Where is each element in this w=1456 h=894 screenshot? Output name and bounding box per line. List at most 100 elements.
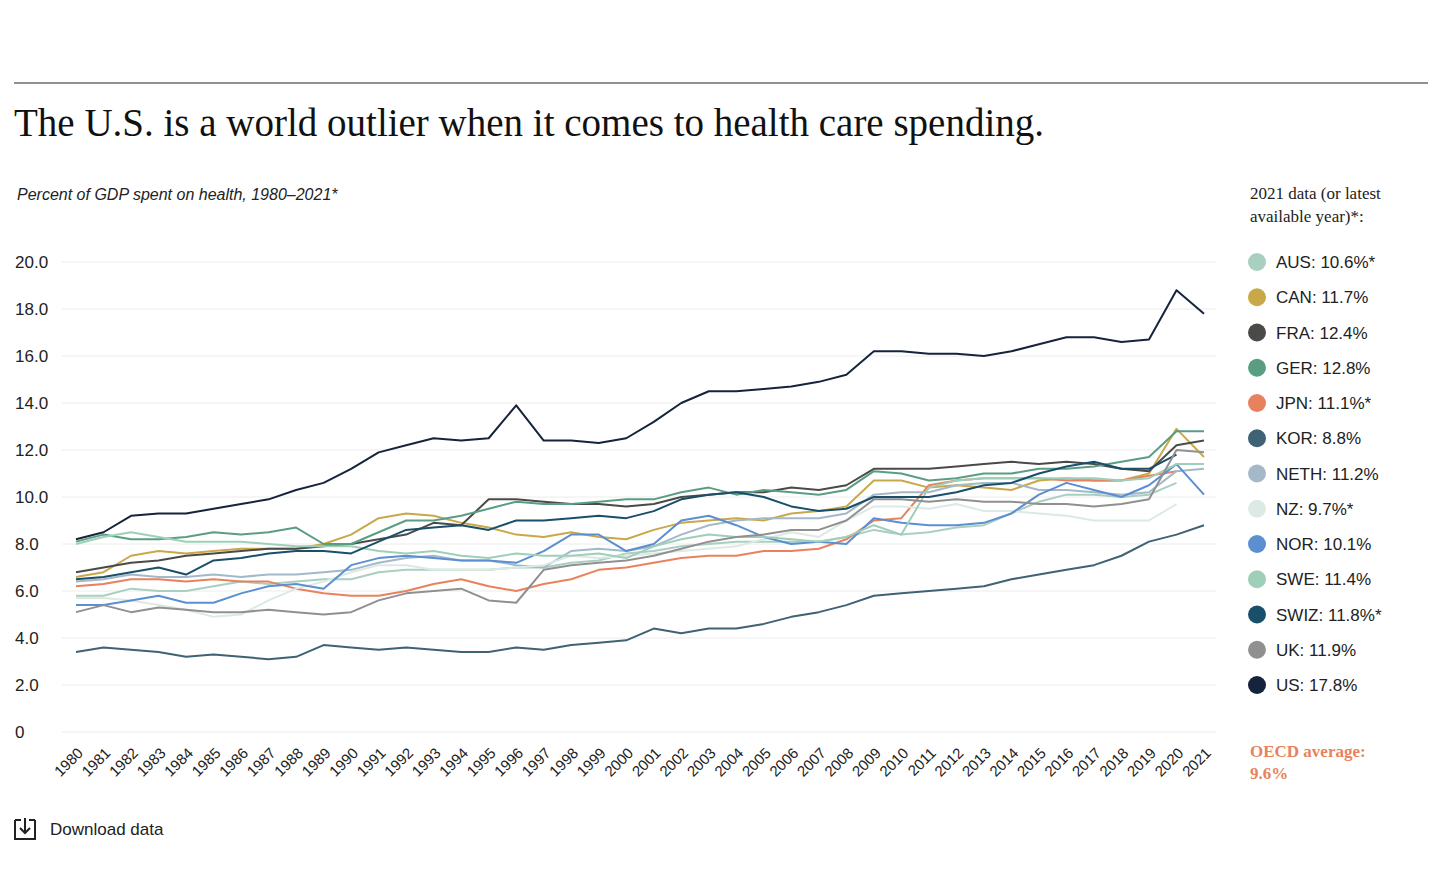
legend-swatch xyxy=(1248,359,1266,377)
x-tick xyxy=(296,740,297,744)
x-tick xyxy=(901,740,902,744)
x-tick xyxy=(433,740,434,744)
series-line xyxy=(76,450,1204,615)
grid-line xyxy=(62,732,1216,733)
x-tick xyxy=(323,740,324,744)
x-tick-label: 2015 xyxy=(1013,744,1049,780)
x-tick-label: 2000 xyxy=(601,744,637,780)
x-tick-label: 2019 xyxy=(1123,744,1159,780)
x-tick xyxy=(873,740,874,744)
grid-line xyxy=(62,262,1216,263)
grid-line xyxy=(62,309,1216,310)
x-tick xyxy=(1093,740,1094,744)
x-tick-label: 1988 xyxy=(271,744,307,780)
x-tick xyxy=(351,740,352,744)
legend-label: NOR: 10.1% xyxy=(1276,535,1371,554)
legend-swatch xyxy=(1248,253,1266,271)
x-tick-label: 2020 xyxy=(1151,744,1187,780)
x-tick-label: 1980 xyxy=(51,744,87,780)
annotation: OECD average: xyxy=(1250,742,1366,761)
y-tick-label: 14.0 xyxy=(15,394,48,413)
legend-swatch xyxy=(1248,535,1266,553)
x-tick-label: 1987 xyxy=(243,744,279,780)
x-tick-label: 2012 xyxy=(931,744,967,780)
x-tick-label: 2006 xyxy=(766,744,802,780)
legend-title: available year)*: xyxy=(1250,207,1364,226)
x-tick-label: 2007 xyxy=(793,744,829,780)
x-tick-label: 2013 xyxy=(958,744,994,780)
y-tick-label: 12.0 xyxy=(15,441,48,460)
series-line xyxy=(76,441,1204,573)
download-label[interactable]: Download data xyxy=(50,820,164,839)
legend-swatch xyxy=(1248,394,1266,412)
x-tick-label: 1998 xyxy=(546,744,582,780)
legend-swatch xyxy=(1248,288,1266,306)
x-tick xyxy=(241,740,242,744)
legend-swatch xyxy=(1248,606,1266,624)
legend-label: US: 17.8% xyxy=(1276,676,1357,695)
x-tick-label: 1986 xyxy=(216,744,252,780)
annotation: 9.6% xyxy=(1250,764,1288,783)
y-tick-label: 2.0 xyxy=(15,676,39,695)
legend-label: KOR: 8.8% xyxy=(1276,429,1361,448)
title: The U.S. is a world outlier when it come… xyxy=(14,101,1044,145)
x-tick-label: 2003 xyxy=(683,744,719,780)
x-tick xyxy=(76,740,77,744)
x-tick-label: 2009 xyxy=(848,744,884,780)
x-tick-label: 1983 xyxy=(133,744,169,780)
legend-label: SWE: 11.4% xyxy=(1276,570,1371,589)
legend-swatch xyxy=(1248,429,1266,447)
x-tick-label: 2010 xyxy=(876,744,912,780)
x-tick xyxy=(791,740,792,744)
x-tick-label: 2021 xyxy=(1179,744,1215,780)
x-tick-label: 1994 xyxy=(436,744,472,780)
x-tick-label: 2014 xyxy=(986,744,1022,780)
x-tick xyxy=(1038,740,1039,744)
y-tick-label: 20.0 xyxy=(15,253,48,272)
y-tick-label: 0 xyxy=(15,723,24,742)
x-tick-label: 2008 xyxy=(821,744,857,780)
x-tick-label: 1993 xyxy=(408,744,444,780)
x-tick xyxy=(1176,740,1177,744)
x-tick xyxy=(846,740,847,744)
chart: The U.S. is a world outlier when it come… xyxy=(0,0,1456,894)
x-tick xyxy=(213,740,214,744)
legend-swatch xyxy=(1248,676,1266,694)
plot-area xyxy=(76,290,1204,659)
x-tick-label: 1982 xyxy=(106,744,142,780)
x-tick xyxy=(103,740,104,744)
x-tick xyxy=(983,740,984,744)
x-tick xyxy=(626,740,627,744)
x-tick xyxy=(736,740,737,744)
x-tick-label: 1992 xyxy=(381,744,417,780)
x-tick-label: 2011 xyxy=(904,744,939,779)
x-tick-label: 1999 xyxy=(573,744,609,780)
legend-label: AUS: 10.6%* xyxy=(1276,253,1376,272)
grid-line xyxy=(62,497,1216,498)
x-tick xyxy=(378,740,379,744)
x-tick-label: 1989 xyxy=(298,744,334,780)
legend-title: 2021 data (or latest xyxy=(1250,184,1381,203)
download-button[interactable]: Download data xyxy=(15,818,164,839)
y-tick-label: 6.0 xyxy=(15,582,39,601)
x-tick xyxy=(1204,740,1205,744)
grid-line xyxy=(62,544,1216,545)
x-tick-label: 1985 xyxy=(188,744,224,780)
y-tick-label: 10.0 xyxy=(15,488,48,507)
legend-label: NZ: 9.7%* xyxy=(1276,500,1354,519)
series-line xyxy=(76,290,1204,539)
legend-swatch xyxy=(1248,500,1266,518)
x-tick xyxy=(516,740,517,744)
download-icon xyxy=(20,818,30,833)
x-tick xyxy=(681,740,682,744)
x-tick xyxy=(956,740,957,744)
legend-swatch xyxy=(1248,570,1266,588)
x-tick xyxy=(158,740,159,744)
grid-line xyxy=(62,403,1216,404)
x-tick-label: 2018 xyxy=(1096,744,1132,780)
x-tick xyxy=(406,740,407,744)
legend-swatch xyxy=(1248,641,1266,659)
x-tick xyxy=(763,740,764,744)
series-line xyxy=(76,431,1204,544)
y-tick-label: 18.0 xyxy=(15,300,48,319)
